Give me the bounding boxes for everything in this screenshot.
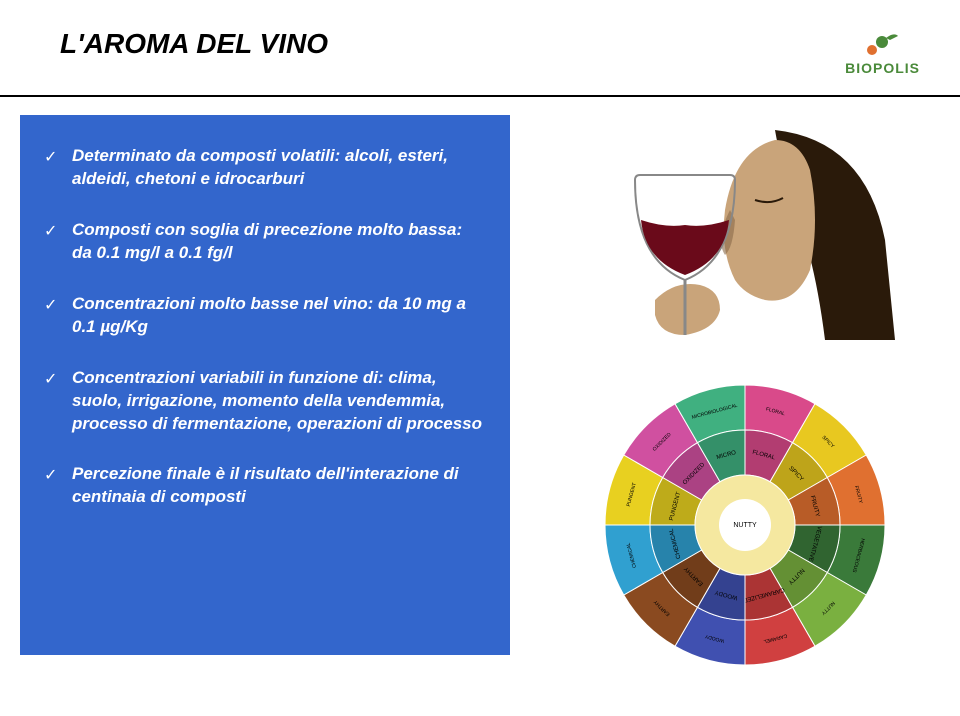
bullet-text: Determinato da composti volatili: alcoli…	[72, 145, 486, 191]
check-icon: ✓	[44, 465, 64, 485]
slide-title: L'AROMA DEL VINO	[60, 28, 328, 60]
content-panel: ✓ Determinato da composti volatili: alco…	[20, 115, 510, 655]
logo-icon	[864, 28, 902, 58]
bullet-text: Concentrazioni molto basse nel vino: da …	[72, 293, 486, 339]
bullet-text: Composti con soglia di precezione molto …	[72, 219, 486, 265]
check-icon: ✓	[44, 369, 64, 389]
slide-header: L'AROMA DEL VINO BIOPOLIS	[60, 28, 920, 76]
bullet-item: ✓ Determinato da composti volatili: alco…	[44, 145, 486, 191]
check-icon: ✓	[44, 147, 64, 167]
wine-tasting-image	[565, 120, 895, 340]
bullet-item: ✓ Composti con soglia di precezione molt…	[44, 219, 486, 265]
svg-text:NUTTY: NUTTY	[733, 522, 757, 529]
logo-text: BIOPOLIS	[845, 60, 920, 76]
bullet-item: ✓ Concentrazioni variabili in funzione d…	[44, 367, 486, 436]
biopolis-logo: BIOPOLIS	[845, 28, 920, 76]
bullet-text: Concentrazioni variabili in funzione di:…	[72, 367, 486, 436]
check-icon: ✓	[44, 221, 64, 241]
bullet-text: Percezione finale è il risultato dell'in…	[72, 463, 486, 509]
aroma-wheel-diagram: FLORALFLORALSPICYSPICYFRUITYFRUITYVEGETA…	[600, 380, 890, 670]
header-divider	[0, 95, 960, 97]
check-icon: ✓	[44, 295, 64, 315]
bullet-item: ✓ Concentrazioni molto basse nel vino: d…	[44, 293, 486, 339]
bullet-item: ✓ Percezione finale è il risultato dell'…	[44, 463, 486, 509]
